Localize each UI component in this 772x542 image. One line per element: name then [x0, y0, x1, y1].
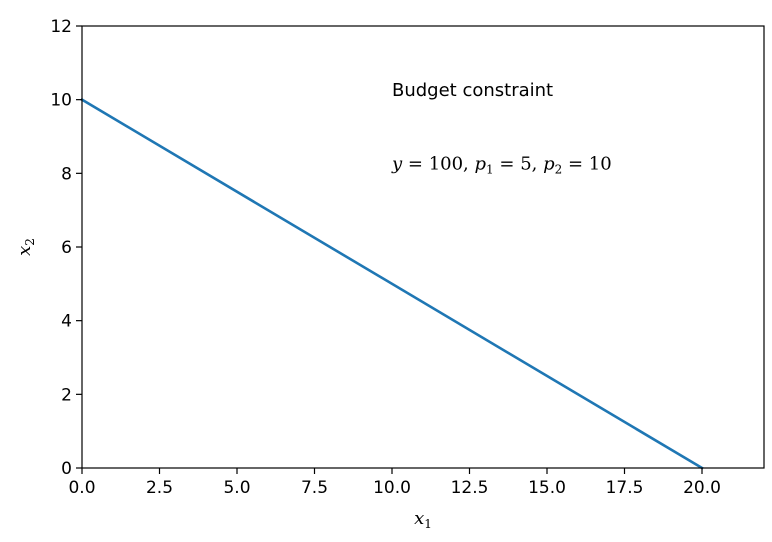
annotation-part: p — [543, 154, 555, 175]
x-tick-label: 2.5 — [146, 478, 173, 498]
x-tick-label: 10.0 — [373, 478, 411, 498]
x-tick-label: 15.0 — [528, 478, 566, 498]
annotation-part: = 5, — [494, 154, 543, 175]
annotation-part: = 100, — [402, 154, 474, 175]
ticks-layer: 0.0 2.5 5.0 7.5 10.0 12.5 15.0 17.5 20.0 0 2 4 6 8 10 1… — [50, 17, 721, 498]
y-tick-label: 12 — [50, 17, 72, 37]
y-tick-label: 2 — [61, 385, 72, 405]
x-tick-label: 20.0 — [683, 478, 721, 498]
plot-frame — [81, 25, 765, 469]
x-tick-label: 17.5 — [606, 478, 644, 498]
x-axis-label-sub: 1 — [424, 517, 432, 531]
annotation-2: y = 100, p1 = 5, p2 = 10 — [391, 154, 612, 177]
y-axis-label-base: x — [14, 246, 35, 256]
y-tick-label: 0 — [61, 459, 72, 479]
y-tick-label: 8 — [61, 164, 72, 184]
x-tick-label: 12.5 — [451, 478, 489, 498]
y-axis-label: x2 — [14, 238, 37, 256]
annotation-part: p — [475, 154, 487, 175]
series-line-1 — [80, 97, 704, 470]
plot-layer — [80, 97, 704, 470]
annotation-part: 1 — [486, 163, 494, 177]
y-tick-label: 6 — [61, 238, 72, 258]
x-tick-label: 7.5 — [301, 478, 328, 498]
x-axis-label-base: x — [414, 508, 424, 529]
annotation-part: y — [391, 154, 403, 175]
y-tick-label: 4 — [61, 312, 72, 332]
annotation-1: Budget constraint — [392, 80, 553, 101]
y-axis-label-sub: 2 — [23, 238, 37, 246]
x-tick-label: 5.0 — [223, 478, 250, 498]
x-tick-label: 0.0 — [68, 478, 95, 498]
x-axis-label: x1 — [414, 508, 432, 531]
annotation-part: = 10 — [562, 154, 611, 175]
annotation-part: 2 — [555, 163, 563, 177]
y-tick-label: 10 — [50, 91, 72, 111]
